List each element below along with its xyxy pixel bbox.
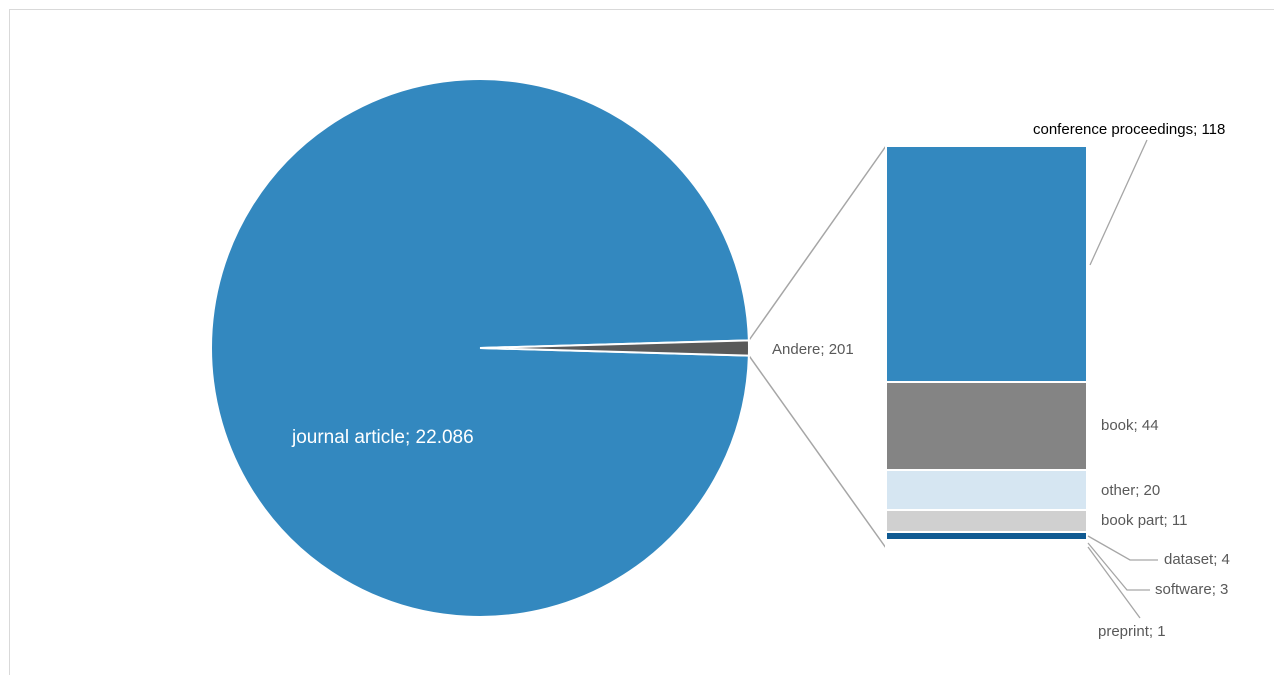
data-label-software: software; 3 [1155, 581, 1228, 598]
leader-line-software [1087, 542, 1150, 591]
bar-segment-book [885, 381, 1088, 471]
bar-segment-other [885, 469, 1088, 511]
data-label-preprint: preprint; 1 [1098, 623, 1166, 640]
data-label-journal-article: journal article; 22.086 [291, 427, 474, 448]
data-label-other: other; 20 [1101, 482, 1160, 499]
leader-line-conference-proceedings [1089, 139, 1148, 266]
connector-line-top [748, 145, 887, 341]
leader-line-preprint [1087, 546, 1141, 619]
data-label-conference-proceedings: conference proceedings; 118 [1033, 121, 1225, 138]
data-label-andere: Andere; 201 [772, 341, 854, 358]
bar-segment-preprint [885, 545, 1088, 549]
bar-segment-conference-proceedings [885, 145, 1088, 383]
data-label-book-part: book part; 11 [1101, 512, 1187, 529]
bar-segment-book-part [885, 509, 1088, 533]
pie-slice-andere [479, 339, 750, 357]
data-label-dataset: dataset; 4 [1164, 551, 1230, 568]
connector-line-bottom [748, 355, 887, 549]
data-label-book: book; 44 [1101, 417, 1159, 434]
leader-line-dataset [1087, 535, 1158, 561]
bar-segment-dataset [885, 531, 1088, 541]
